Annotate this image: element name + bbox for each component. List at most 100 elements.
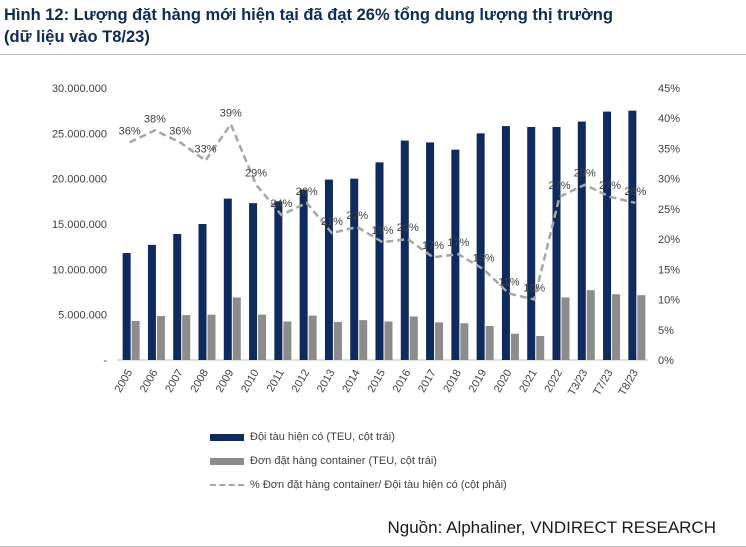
legend-item-fleet: Đội tàu hiện có (TEU, cột trái) bbox=[210, 425, 507, 449]
orderbook-bar bbox=[586, 290, 595, 360]
right-tick-label: 10% bbox=[658, 295, 680, 307]
right-tick-label: 5% bbox=[658, 325, 674, 337]
fleet-bar bbox=[147, 244, 156, 360]
chart-title: Hình 12: Lượng đặt hàng mới hiện tại đã … bbox=[4, 4, 742, 48]
orderbook-bar bbox=[283, 321, 292, 360]
fleet-bar bbox=[122, 253, 131, 360]
orderbook-bar bbox=[258, 314, 267, 360]
orderbook-bar bbox=[384, 321, 393, 360]
fleet-bar bbox=[299, 189, 308, 360]
chart-title-line1: Hình 12: Lượng đặt hàng mới hiện tại đã … bbox=[4, 6, 613, 24]
fleet-bar bbox=[451, 149, 460, 360]
orderbook-bar bbox=[561, 297, 570, 360]
fleet-bar bbox=[223, 198, 232, 360]
fleet-bar bbox=[527, 126, 536, 360]
x-tick-label: 2010 bbox=[239, 368, 262, 395]
x-tick-label: 2022 bbox=[542, 368, 565, 395]
ratio-data-label: 20% bbox=[397, 222, 419, 234]
right-tick-label: 20% bbox=[658, 234, 680, 246]
x-tick-label: 2013 bbox=[315, 368, 338, 395]
legend-item-ratio: % Đơn đặt hàng container/ Đội tàu hiện c… bbox=[210, 473, 507, 497]
ratio-data-label: 27% bbox=[599, 180, 621, 192]
x-tick-label: 2014 bbox=[340, 368, 363, 395]
legend: Đội tàu hiện có (TEU, cột trái) Đơn đặt … bbox=[210, 425, 507, 497]
x-tick-label: 2017 bbox=[416, 368, 439, 395]
x-tick-label: 2006 bbox=[138, 368, 161, 395]
ratio-data-label: 38% bbox=[144, 113, 166, 125]
legend-swatch-orderbook bbox=[210, 457, 244, 465]
right-tick-label: 25% bbox=[658, 204, 680, 216]
left-tick-label: 30.000.000 bbox=[52, 83, 107, 95]
ratio-data-label: 39% bbox=[220, 107, 242, 119]
ratio-data-label: 10% bbox=[523, 283, 545, 295]
legend-item-orderbook: Đơn đặt hàng container (TEU, cột trái) bbox=[210, 449, 507, 473]
ratio-data-label: 22% bbox=[346, 210, 368, 222]
ratio-data-label: 36% bbox=[169, 125, 191, 137]
fleet-bar bbox=[274, 201, 283, 360]
orderbook-bar bbox=[232, 297, 241, 360]
orderbook-bar bbox=[612, 294, 621, 360]
x-tick-label: 2012 bbox=[290, 368, 313, 395]
orderbook-bar bbox=[460, 323, 469, 360]
orderbook-bar bbox=[156, 316, 165, 360]
legend-swatch-fleet bbox=[210, 433, 244, 441]
left-tick-label: 25.000.000 bbox=[52, 128, 107, 140]
ratio-data-label: 19% bbox=[371, 225, 393, 237]
ratio-data-label: 15% bbox=[473, 252, 495, 264]
orderbook-bar bbox=[359, 320, 368, 360]
x-tick-label: 2019 bbox=[467, 368, 490, 395]
x-tick-label: 2021 bbox=[517, 368, 540, 395]
orderbook-bar bbox=[333, 321, 342, 360]
fleet-bar bbox=[628, 110, 637, 361]
left-tick-label: 20.000.000 bbox=[52, 174, 107, 186]
x-tick-label: 2008 bbox=[188, 368, 211, 395]
right-tick-label: 35% bbox=[658, 143, 680, 155]
ratio-data-label: 11% bbox=[498, 277, 519, 289]
orderbook-bar bbox=[131, 321, 140, 360]
top-divider bbox=[0, 54, 746, 55]
fleet-bar bbox=[198, 224, 207, 360]
ratio-line bbox=[129, 121, 636, 302]
orderbook-bar bbox=[182, 315, 191, 360]
fleet-bar bbox=[350, 178, 359, 360]
ratio-data-label: 26% bbox=[624, 186, 646, 198]
x-tick-label: 2009 bbox=[214, 368, 237, 395]
fleet-bar bbox=[501, 126, 510, 360]
x-tick-label: 2015 bbox=[365, 368, 388, 395]
right-tick-label: 40% bbox=[658, 113, 680, 125]
orderbook-bar bbox=[510, 333, 519, 360]
orderbook-bar bbox=[207, 314, 216, 360]
orderbook-bar bbox=[536, 335, 545, 360]
orderbook-bar bbox=[435, 322, 444, 360]
fleet-bar bbox=[603, 111, 612, 360]
fleet-bar bbox=[552, 126, 561, 360]
right-tick-label: 0% bbox=[658, 355, 674, 367]
ratio-data-label: 17% bbox=[422, 240, 444, 252]
fleet-bar bbox=[577, 121, 586, 361]
x-tick-label: T3/23 bbox=[566, 368, 590, 398]
fleet-bar bbox=[426, 142, 435, 360]
fleet-bar bbox=[476, 133, 485, 360]
orderbook-bar bbox=[409, 316, 418, 360]
left-tick-label: - bbox=[103, 355, 107, 367]
ratio-data-label: 33% bbox=[194, 144, 216, 156]
legend-label-ratio: % Đơn đặt hàng container/ Đội tàu hiện c… bbox=[250, 479, 507, 491]
orderbook-bar bbox=[637, 295, 646, 360]
source-note: Nguồn: Alphaliner, VNDIRECT RESEARCH bbox=[387, 518, 717, 537]
x-tick-label: 2005 bbox=[113, 368, 136, 395]
fleet-bar bbox=[173, 233, 182, 360]
legend-label-fleet: Đội tàu hiện có (TEU, cột trái) bbox=[250, 431, 395, 443]
fleet-bar bbox=[249, 203, 258, 360]
chart-title-line2: (dữ liệu vào T8/23) bbox=[4, 28, 150, 46]
ratio-data-label: 29% bbox=[574, 168, 596, 180]
ratio-data-label: 29% bbox=[245, 168, 267, 180]
legend-swatch-ratio bbox=[210, 484, 244, 486]
orderbook-bar bbox=[308, 315, 317, 360]
fleet-bar bbox=[400, 140, 409, 360]
x-tick-label: 2016 bbox=[391, 368, 414, 395]
right-tick-label: 30% bbox=[658, 174, 680, 186]
right-tick-label: 15% bbox=[658, 264, 680, 276]
ratio-data-label: 21% bbox=[321, 216, 343, 228]
right-tick-label: 45% bbox=[658, 83, 680, 95]
x-tick-label: 2018 bbox=[441, 368, 464, 395]
